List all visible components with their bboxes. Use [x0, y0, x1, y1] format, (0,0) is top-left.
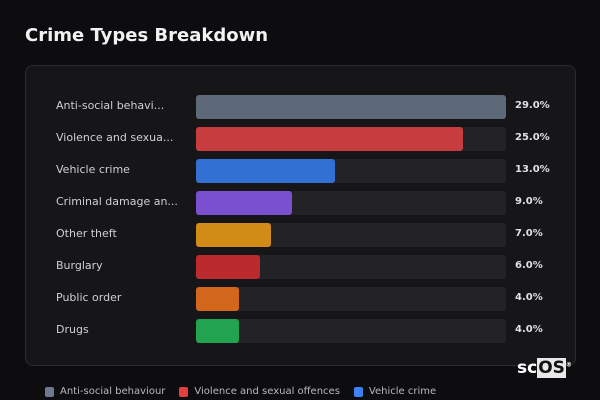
bar-row: Other theft 7.0%	[26, 223, 575, 247]
category-label: Vehicle crime	[56, 163, 130, 176]
legend-item[interactable]: Violence and sexual offences	[179, 386, 340, 397]
category-label: Criminal damage an...	[56, 195, 178, 208]
legend-item[interactable]: Vehicle crime	[353, 386, 437, 397]
legend-swatch	[353, 386, 363, 397]
value-label: 9.0%	[515, 196, 543, 207]
legend-swatch	[45, 386, 54, 397]
bar-track	[196, 95, 506, 119]
bar-row: Vehicle crime 13.0%	[26, 159, 575, 183]
scos-logo: scOS®	[517, 358, 572, 378]
legend-label: Violence and sexual offences	[194, 386, 340, 397]
bar-track	[196, 319, 506, 343]
category-label: Drugs	[56, 323, 89, 336]
value-label: 13.0%	[515, 164, 550, 175]
value-label: 25.0%	[515, 132, 550, 143]
bar-track	[196, 127, 506, 151]
bar-row: Drugs 4.0%	[26, 319, 575, 343]
registered-mark: ®	[565, 361, 572, 369]
bar	[196, 191, 293, 215]
bar-row: Violence and sexua... 25.0%	[26, 127, 575, 151]
category-label: Other theft	[56, 227, 117, 240]
logo-text: sc	[517, 358, 538, 378]
bar	[196, 127, 464, 151]
legend-label: Anti-social behaviour	[60, 386, 166, 397]
value-label: 4.0%	[515, 292, 543, 303]
category-label: Anti-social behavi...	[56, 99, 165, 112]
value-label: 6.0%	[515, 260, 543, 271]
category-label: Burglary	[56, 259, 103, 272]
bar-track	[196, 287, 506, 311]
bar	[196, 95, 506, 119]
value-label: 4.0%	[515, 324, 543, 335]
bar-track	[196, 191, 506, 215]
bar-track	[196, 223, 506, 247]
logo-text-box: OS	[537, 358, 566, 378]
category-label: Violence and sexua...	[56, 131, 174, 144]
chart-title: Crime Types Breakdown	[25, 25, 269, 46]
bar-row: Burglary 6.0%	[26, 255, 575, 279]
bar-row: Public order 4.0%	[26, 287, 575, 311]
bar	[196, 319, 239, 343]
bar	[196, 159, 335, 183]
legend-label: Vehicle crime	[368, 386, 437, 397]
value-label: 29.0%	[515, 100, 550, 111]
legend-swatch	[179, 386, 189, 397]
bar	[196, 287, 239, 311]
chart-card: Anti-social behavi... 29.0% Violence and …	[25, 65, 576, 366]
bar-track	[196, 159, 506, 183]
bar-row: Criminal damage an... 9.0%	[26, 191, 575, 215]
bar-row: Anti-social behavi... 29.0%	[26, 95, 575, 119]
value-label: 7.0%	[515, 228, 543, 239]
legend-item[interactable]: Anti-social behaviour	[45, 386, 165, 397]
category-label: Public order	[56, 291, 122, 304]
bar-track	[196, 255, 506, 279]
bar	[196, 255, 261, 279]
legend: Anti-social behaviour Violence and sexual…	[45, 386, 436, 397]
bar	[196, 223, 271, 247]
